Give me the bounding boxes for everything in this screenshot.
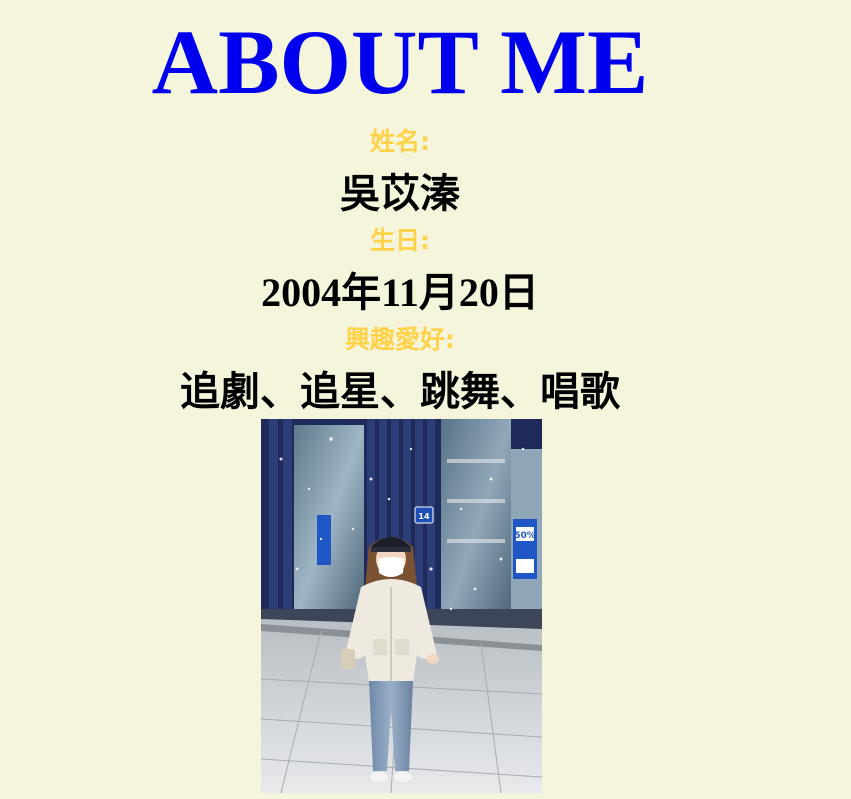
page-title: ABOUT ME — [151, 11, 649, 113]
hobbies-label: 興趣愛好: — [345, 325, 455, 354]
birthday-value: 2004年11月20日 — [261, 270, 539, 315]
name-label: 姓名: — [370, 127, 430, 156]
hobbies-value: 追劇、追星、跳舞、唱歌 — [180, 369, 620, 414]
sale-badge-text: 50% — [514, 531, 536, 541]
birthday-label: 生日: — [370, 226, 430, 255]
name-value: 吳苡溱 — [340, 171, 460, 216]
street-number-text: 14 — [418, 512, 430, 521]
profile-photo: 50% 14 — [261, 419, 542, 793]
